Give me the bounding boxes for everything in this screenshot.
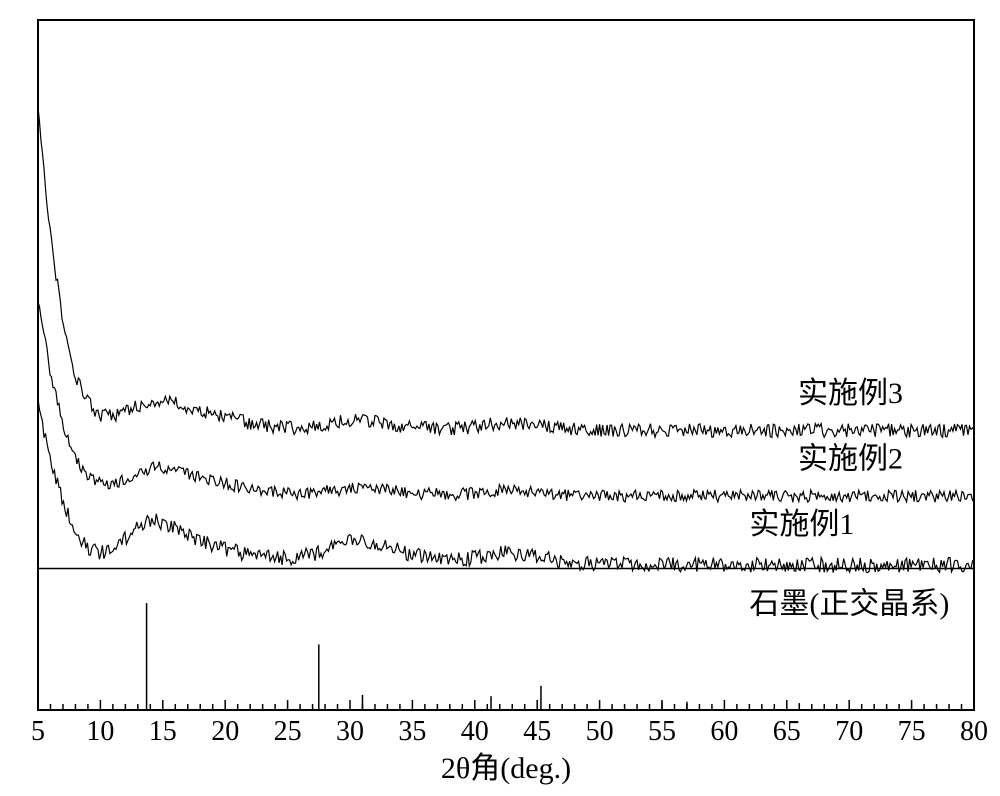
x-tick-label: 55 <box>648 716 676 747</box>
x-tick-label: 70 <box>835 716 863 747</box>
chart-svg: 5 10 15 20 25 30 35 40 45 50 55 60 65 70 75 80 2θ角(deg.)… <box>0 0 1000 796</box>
x-tick-label: 30 <box>336 716 364 747</box>
x-tick-label: 65 <box>773 716 801 747</box>
x-tick-label: 35 <box>398 716 426 747</box>
x-tick-label: 45 <box>523 716 551 747</box>
series-label-example2: 实施例2 <box>798 443 903 476</box>
x-tick-label: 5 <box>31 716 45 747</box>
x-tick-label: 50 <box>586 716 614 747</box>
x-tick-label: 80 <box>960 716 988 747</box>
x-axis-label: 2θ角(deg.) <box>441 752 571 785</box>
x-tick-label: 60 <box>710 716 738 747</box>
x-tick-label: 40 <box>461 716 489 747</box>
x-tick-label: 10 <box>86 716 114 747</box>
x-tick-label: 15 <box>149 716 177 747</box>
series-label-example1: 实施例1 <box>749 508 854 541</box>
x-tick-label: 20 <box>211 716 239 747</box>
reference-label: 石墨(正交晶系) <box>749 587 949 620</box>
xrd-chart: 5 10 15 20 25 30 35 40 45 50 55 60 65 70 75 80 2θ角(deg.)… <box>0 0 1000 796</box>
xrd-curve-example1 <box>38 399 974 572</box>
series-label-example3: 实施例3 <box>798 377 903 410</box>
x-tick-label: 75 <box>898 716 926 747</box>
x-tick-label: 25 <box>274 716 302 747</box>
